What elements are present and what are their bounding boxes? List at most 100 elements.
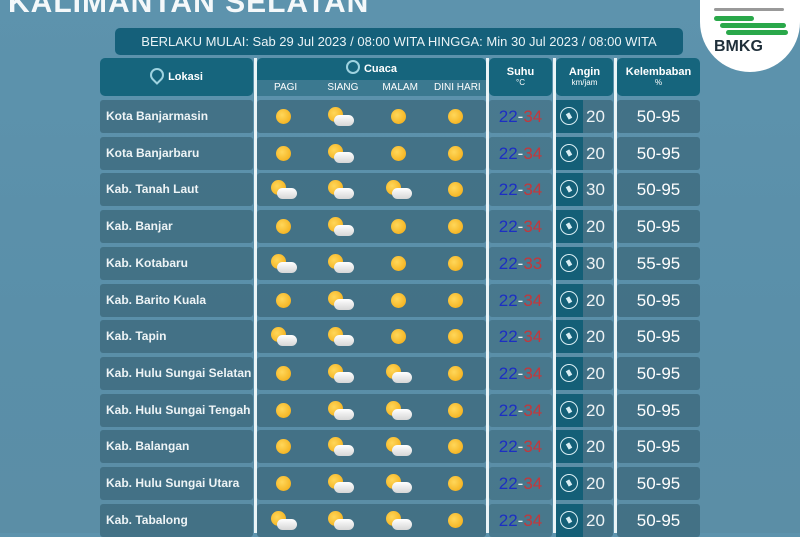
humidity: 50-95 (617, 503, 700, 537)
wind-speed: 20 (586, 290, 605, 310)
wind: 20 (556, 393, 613, 427)
divider (486, 58, 489, 533)
sunny-icon (429, 467, 486, 500)
temp-min: 22 (498, 400, 518, 420)
wind: 20 (556, 136, 613, 170)
wind-speed: 20 (586, 474, 605, 493)
sunny-icon (257, 357, 314, 390)
location-pin-icon (147, 65, 167, 85)
wind-speed: 30 (586, 180, 605, 200)
partly-cloudy-icon (372, 357, 429, 390)
wind-speed: 20 (586, 327, 605, 347)
table-row: Kab. Banjar 22-34 20 50-95 (100, 210, 700, 244)
partly-cloudy-icon (314, 394, 371, 427)
wind-direction-icon (556, 173, 583, 207)
table-row: Kab. Tanah Laut 22-34 30 50-95 (100, 173, 700, 207)
wind-direction-icon (556, 430, 583, 464)
sunny-icon (372, 247, 429, 280)
wind-speed: 30 (586, 253, 605, 273)
wind-direction-icon (556, 246, 583, 280)
weather-cells (257, 393, 486, 427)
sunny-icon (257, 394, 314, 427)
partly-cloudy-icon (314, 357, 371, 390)
temp-max: 34 (523, 400, 543, 420)
humidity: 55-95 (617, 246, 700, 280)
sunny-icon (429, 173, 486, 206)
weather-cells (257, 283, 486, 317)
temperature: 22-34 (489, 430, 552, 464)
header-malam: MALAM (382, 82, 418, 93)
sunny-icon (429, 320, 486, 353)
temperature: 22-34 (489, 503, 552, 537)
temperature: 22-34 (489, 100, 552, 133)
wind: 20 (556, 100, 613, 133)
temp-min: 22 (498, 437, 518, 457)
header-pagi: PAGI (274, 82, 298, 93)
weather-cells (257, 210, 486, 244)
header-siang: SIANG (327, 82, 359, 93)
temperature: 22-34 (489, 283, 552, 317)
sunny-icon (429, 284, 486, 317)
wind: 30 (556, 173, 613, 207)
temp-max: 34 (523, 474, 543, 493)
wind-direction-icon (556, 320, 583, 354)
temp-max: 34 (523, 510, 543, 530)
temp-min: 22 (498, 180, 518, 200)
temp-min: 22 (498, 327, 518, 347)
weather-cells (257, 467, 486, 500)
location-name: Kab. Kotabaru (100, 246, 253, 280)
partly-cloudy-icon (257, 504, 314, 537)
sunny-icon (257, 100, 314, 133)
temp-min: 22 (498, 474, 518, 493)
temperature: 22-34 (489, 173, 552, 207)
wind-speed: 20 (586, 437, 605, 457)
wind: 20 (556, 356, 613, 390)
humidity: 50-95 (617, 467, 700, 500)
temp-min: 22 (498, 510, 518, 530)
logo-text: BMKG (714, 38, 763, 55)
temperature: 22-34 (489, 320, 552, 354)
partly-cloudy-icon (314, 137, 371, 170)
divider (553, 58, 556, 533)
partly-cloudy-icon (257, 320, 314, 353)
temperature: 22-34 (489, 356, 552, 390)
location-name: Kab. Hulu Sungai Utara (100, 467, 253, 500)
temp-min: 22 (498, 217, 518, 237)
wind-direction-icon (556, 100, 583, 133)
sunny-icon (372, 284, 429, 317)
partly-cloudy-icon (257, 173, 314, 206)
header-kelembaban: Kelembaban % (617, 58, 700, 96)
sunny-icon (257, 210, 314, 243)
humidity: 50-95 (617, 393, 700, 427)
partly-cloudy-icon (372, 430, 429, 463)
temp-min: 22 (498, 107, 518, 126)
wind-direction-icon (556, 283, 583, 317)
temp-max: 34 (523, 290, 543, 310)
temperature: 22-34 (489, 467, 552, 500)
wind: 20 (556, 430, 613, 464)
location-name: Kab. Balangan (100, 430, 253, 464)
wind: 20 (556, 210, 613, 244)
temperature: 22-34 (489, 136, 552, 170)
location-name: Kab. Tapin (100, 320, 253, 354)
valid-period: BERLAKU MULAI: Sab 29 Jul 2023 / 08:00 W… (115, 28, 683, 55)
wind-direction-icon (556, 136, 583, 170)
wind-speed: 20 (586, 363, 605, 383)
wind-speed: 20 (586, 400, 605, 420)
location-name: Kab. Barito Kuala (100, 283, 253, 317)
wind-speed: 20 (586, 107, 605, 126)
temp-max: 34 (523, 437, 543, 457)
temp-min: 22 (498, 143, 518, 163)
wind: 20 (556, 467, 613, 500)
humidity: 50-95 (617, 210, 700, 244)
temp-max: 34 (523, 107, 543, 126)
humidity: 50-95 (617, 320, 700, 354)
sunny-icon (372, 320, 429, 353)
temp-min: 22 (498, 363, 518, 383)
bmkg-logo: BMKG (700, 0, 800, 72)
partly-cloudy-icon (314, 504, 371, 537)
partly-cloudy-icon (314, 210, 371, 243)
weather-cells (257, 503, 486, 537)
weather-cells (257, 246, 486, 280)
wind-speed: 20 (586, 510, 605, 530)
